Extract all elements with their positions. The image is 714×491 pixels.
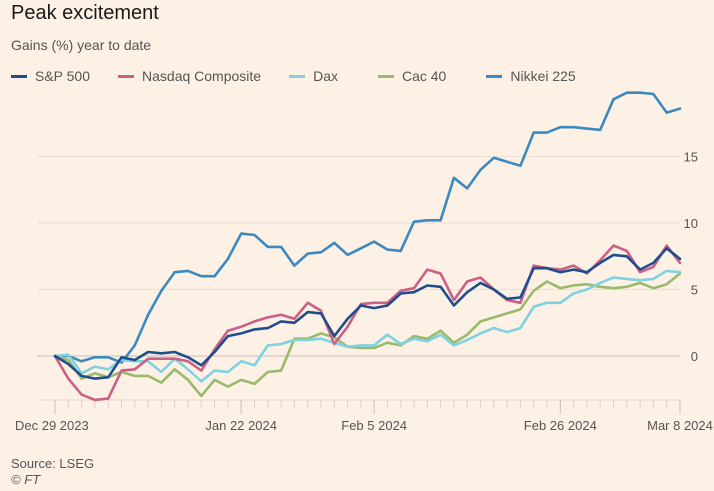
x-tick-label: Dec 29 2023 (15, 418, 89, 433)
series-line-nasdaq-composite (53, 244, 682, 402)
source-note: Source: LSEG (11, 456, 95, 471)
legend-item-nikkei: Nikkei 225 (486, 68, 576, 84)
series-line-s-p-500 (53, 247, 682, 380)
legend-item-nasdaq: Nasdaq Composite (118, 68, 261, 84)
x-tick-label: Mar 8 2024 (647, 418, 713, 433)
legend-item-sp500: S&P 500 (11, 68, 90, 84)
legend-item-cac40: Cac 40 (377, 68, 447, 84)
series-line-nikkei-225 (53, 91, 682, 364)
x-tick-label: Feb 5 2024 (341, 418, 407, 433)
legend-swatch (377, 74, 394, 78)
legend-item-dax: Dax (289, 68, 338, 84)
legend: S&P 500 Nasdaq Composite Dax Cac 40 Nikk… (11, 68, 604, 84)
y-tick-label: 15 (684, 150, 698, 165)
legend-label: Cac 40 (401, 68, 447, 84)
copyright-note: © FT (11, 472, 41, 487)
legend-label: S&P 500 (35, 68, 91, 84)
y-tick-label: 5 (691, 283, 698, 298)
legend-swatch (118, 74, 135, 78)
legend-label: Nasdaq Composite (142, 68, 262, 84)
series-line-dax (53, 269, 682, 383)
y-tick-label: 10 (684, 216, 698, 231)
legend-label: Nikkei 225 (510, 68, 576, 84)
legend-swatch (289, 74, 306, 78)
series-line-cac-40 (53, 272, 682, 398)
legend-swatch (11, 74, 27, 78)
x-tick-label: Jan 22 2024 (205, 418, 277, 433)
x-tick-label: Feb 26 2024 (524, 418, 597, 433)
legend-swatch (486, 74, 503, 78)
chart-subtitle: Gains (%) year to date (11, 37, 152, 53)
chart-title: Peak excitement (11, 2, 159, 24)
y-tick-label: 0 (691, 349, 698, 364)
legend-label: Dax (313, 68, 338, 84)
